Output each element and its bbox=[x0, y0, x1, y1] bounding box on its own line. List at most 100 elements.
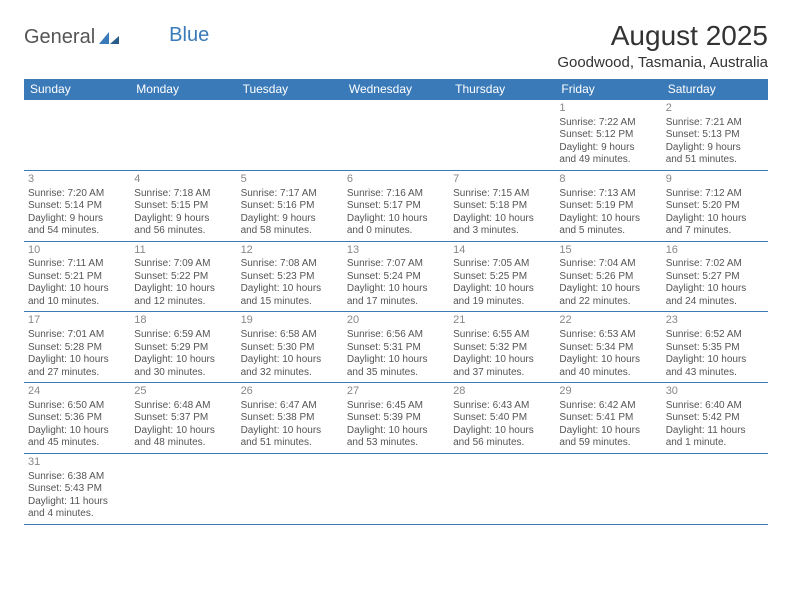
calendar-row: 10Sunrise: 7:11 AMSunset: 5:21 PMDayligh… bbox=[24, 241, 768, 312]
calendar-cell: 12Sunrise: 7:08 AMSunset: 5:23 PMDayligh… bbox=[237, 241, 343, 312]
calendar-cell: 4Sunrise: 7:18 AMSunset: 5:15 PMDaylight… bbox=[130, 170, 236, 241]
weekday-header: Tuesday bbox=[237, 79, 343, 100]
cell-line: Sunset: 5:22 PM bbox=[134, 271, 232, 284]
day-number: 3 bbox=[28, 173, 126, 187]
cell-line: Sunrise: 7:09 AM bbox=[134, 258, 232, 271]
cell-line: Sunrise: 7:04 AM bbox=[559, 258, 657, 271]
cell-line: Sunset: 5:32 PM bbox=[453, 342, 551, 355]
cell-line: Sunrise: 7:07 AM bbox=[347, 258, 445, 271]
day-number: 22 bbox=[559, 314, 657, 328]
weekday-header: Wednesday bbox=[343, 79, 449, 100]
cell-line: Sunrise: 6:45 AM bbox=[347, 400, 445, 413]
cell-line: Sunset: 5:17 PM bbox=[347, 200, 445, 213]
cell-line: Sunset: 5:31 PM bbox=[347, 342, 445, 355]
sail-icon bbox=[97, 30, 121, 46]
cell-line: and 40 minutes. bbox=[559, 367, 657, 380]
cell-line: Sunset: 5:43 PM bbox=[28, 483, 126, 496]
header: General Blue August 2025 Goodwood, Tasma… bbox=[24, 20, 768, 71]
cell-line: Sunset: 5:19 PM bbox=[559, 200, 657, 213]
calendar-cell: 26Sunrise: 6:47 AMSunset: 5:38 PMDayligh… bbox=[237, 383, 343, 454]
cell-line: Sunrise: 7:16 AM bbox=[347, 188, 445, 201]
calendar-cell: 28Sunrise: 6:43 AMSunset: 5:40 PMDayligh… bbox=[449, 383, 555, 454]
cell-line: Sunset: 5:15 PM bbox=[134, 200, 232, 213]
day-number: 31 bbox=[28, 456, 126, 470]
calendar-cell bbox=[237, 100, 343, 171]
cell-line: and 3 minutes. bbox=[453, 225, 551, 238]
weekday-header: Saturday bbox=[662, 79, 768, 100]
day-number: 12 bbox=[241, 244, 339, 258]
calendar-cell: 24Sunrise: 6:50 AMSunset: 5:36 PMDayligh… bbox=[24, 383, 130, 454]
day-number: 1 bbox=[559, 102, 657, 116]
calendar-cell bbox=[130, 100, 236, 171]
day-number: 24 bbox=[28, 385, 126, 399]
calendar-cell: 10Sunrise: 7:11 AMSunset: 5:21 PMDayligh… bbox=[24, 241, 130, 312]
day-number: 5 bbox=[241, 173, 339, 187]
calendar-cell: 11Sunrise: 7:09 AMSunset: 5:22 PMDayligh… bbox=[130, 241, 236, 312]
cell-line: Sunrise: 6:43 AM bbox=[453, 400, 551, 413]
logo-text-blue: Blue bbox=[169, 24, 209, 47]
cell-line: and 54 minutes. bbox=[28, 225, 126, 238]
cell-line: and 0 minutes. bbox=[347, 225, 445, 238]
cell-line: Sunset: 5:26 PM bbox=[559, 271, 657, 284]
calendar-cell: 17Sunrise: 7:01 AMSunset: 5:28 PMDayligh… bbox=[24, 312, 130, 383]
cell-line: Daylight: 10 hours bbox=[28, 283, 126, 296]
cell-line: Daylight: 10 hours bbox=[241, 283, 339, 296]
cell-line: Daylight: 10 hours bbox=[559, 354, 657, 367]
cell-line: and 43 minutes. bbox=[666, 367, 764, 380]
calendar-cell: 19Sunrise: 6:58 AMSunset: 5:30 PMDayligh… bbox=[237, 312, 343, 383]
cell-line: and 48 minutes. bbox=[134, 437, 232, 450]
cell-line: and 19 minutes. bbox=[453, 296, 551, 309]
cell-line: and 56 minutes. bbox=[453, 437, 551, 450]
cell-line: and 58 minutes. bbox=[241, 225, 339, 238]
weekday-header: Monday bbox=[130, 79, 236, 100]
cell-line: Sunrise: 6:40 AM bbox=[666, 400, 764, 413]
cell-line: Daylight: 10 hours bbox=[666, 283, 764, 296]
page-title: August 2025 bbox=[557, 20, 768, 52]
cell-line: Daylight: 10 hours bbox=[453, 425, 551, 438]
cell-line: Sunset: 5:35 PM bbox=[666, 342, 764, 355]
day-number: 7 bbox=[453, 173, 551, 187]
cell-line: Sunrise: 7:01 AM bbox=[28, 329, 126, 342]
cell-line: Sunset: 5:34 PM bbox=[559, 342, 657, 355]
cell-line: Daylight: 10 hours bbox=[453, 354, 551, 367]
cell-line: and 51 minutes. bbox=[241, 437, 339, 450]
cell-line: and 32 minutes. bbox=[241, 367, 339, 380]
day-number: 16 bbox=[666, 244, 764, 258]
cell-line: and 49 minutes. bbox=[559, 154, 657, 167]
cell-line: Daylight: 10 hours bbox=[347, 354, 445, 367]
cell-line: Sunrise: 6:52 AM bbox=[666, 329, 764, 342]
calendar-cell bbox=[343, 100, 449, 171]
calendar-table: Sunday Monday Tuesday Wednesday Thursday… bbox=[24, 79, 768, 525]
cell-line: and 56 minutes. bbox=[134, 225, 232, 238]
cell-line: Sunset: 5:41 PM bbox=[559, 412, 657, 425]
cell-line: Sunrise: 6:56 AM bbox=[347, 329, 445, 342]
location-text: Goodwood, Tasmania, Australia bbox=[557, 54, 768, 71]
cell-line: Daylight: 10 hours bbox=[241, 425, 339, 438]
cell-line: and 51 minutes. bbox=[666, 154, 764, 167]
day-number: 23 bbox=[666, 314, 764, 328]
cell-line: and 53 minutes. bbox=[347, 437, 445, 450]
calendar-cell bbox=[449, 100, 555, 171]
logo-text-general: General bbox=[24, 26, 95, 49]
day-number: 26 bbox=[241, 385, 339, 399]
cell-line: and 17 minutes. bbox=[347, 296, 445, 309]
cell-line: Sunrise: 6:48 AM bbox=[134, 400, 232, 413]
day-number: 14 bbox=[453, 244, 551, 258]
day-number: 19 bbox=[241, 314, 339, 328]
cell-line: Daylight: 10 hours bbox=[134, 354, 232, 367]
cell-line: Sunset: 5:42 PM bbox=[666, 412, 764, 425]
cell-line: Sunrise: 6:53 AM bbox=[559, 329, 657, 342]
cell-line: Sunset: 5:23 PM bbox=[241, 271, 339, 284]
cell-line: and 10 minutes. bbox=[28, 296, 126, 309]
cell-line: Sunrise: 7:02 AM bbox=[666, 258, 764, 271]
cell-line: Sunrise: 7:21 AM bbox=[666, 117, 764, 130]
cell-line: Sunrise: 7:11 AM bbox=[28, 258, 126, 271]
day-number: 15 bbox=[559, 244, 657, 258]
day-number: 4 bbox=[134, 173, 232, 187]
calendar-row: 3Sunrise: 7:20 AMSunset: 5:14 PMDaylight… bbox=[24, 170, 768, 241]
cell-line: Sunset: 5:25 PM bbox=[453, 271, 551, 284]
calendar-cell: 5Sunrise: 7:17 AMSunset: 5:16 PMDaylight… bbox=[237, 170, 343, 241]
weekday-header-row: Sunday Monday Tuesday Wednesday Thursday… bbox=[24, 79, 768, 100]
calendar-cell: 18Sunrise: 6:59 AMSunset: 5:29 PMDayligh… bbox=[130, 312, 236, 383]
cell-line: Sunrise: 7:08 AM bbox=[241, 258, 339, 271]
